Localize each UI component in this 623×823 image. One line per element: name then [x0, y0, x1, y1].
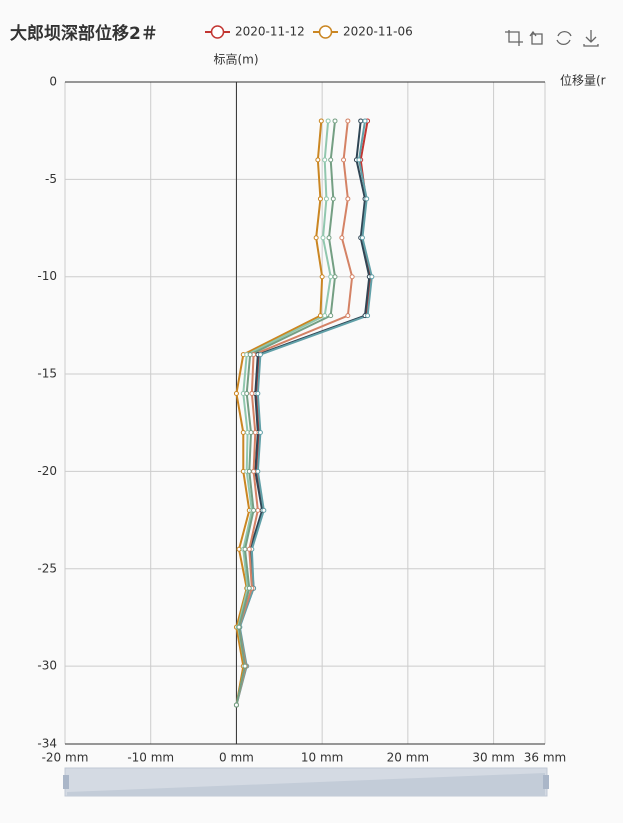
point	[345, 118, 351, 124]
point	[326, 235, 332, 241]
x-tick-label: -20 mm	[42, 751, 89, 765]
point	[317, 196, 323, 202]
point	[325, 118, 331, 124]
point	[233, 702, 239, 708]
point	[249, 391, 255, 397]
point	[328, 157, 334, 163]
series-line	[235, 120, 371, 706]
legend-label: 2020-11-06	[343, 25, 413, 39]
point	[323, 196, 329, 202]
series-line	[235, 120, 373, 706]
point	[236, 624, 242, 630]
point	[318, 118, 324, 124]
point	[330, 196, 336, 202]
x-tick-label: -10 mm	[127, 751, 174, 765]
point	[364, 196, 370, 202]
point	[247, 352, 253, 358]
point	[328, 274, 334, 280]
point	[251, 468, 257, 474]
point	[362, 118, 368, 124]
point	[257, 429, 263, 435]
point	[255, 391, 261, 397]
series-line	[235, 120, 354, 706]
point	[349, 274, 355, 280]
legend-marker	[318, 25, 333, 39]
point	[320, 235, 326, 241]
restore-icon[interactable]	[556, 30, 572, 46]
point	[233, 391, 239, 397]
point	[322, 157, 328, 163]
y-tick-label: -34	[37, 737, 57, 751]
point	[255, 468, 261, 474]
point	[255, 507, 261, 513]
point	[365, 313, 371, 319]
point	[240, 429, 246, 435]
y-tick-label: -15	[37, 367, 57, 381]
point	[322, 313, 328, 319]
x-tick-label: 36 mm	[524, 751, 566, 765]
point	[356, 157, 362, 163]
point	[339, 235, 345, 241]
point	[345, 196, 351, 202]
point	[319, 274, 325, 280]
data-zoom[interactable]	[63, 767, 549, 797]
point	[251, 507, 257, 513]
point	[369, 274, 375, 280]
zoom-handle[interactable]	[543, 775, 549, 789]
zoom-shadow	[67, 773, 545, 796]
x-axis-label: 位移量(r	[560, 73, 606, 88]
y-tick-label: -10	[37, 269, 57, 283]
point	[359, 235, 365, 241]
point	[332, 118, 338, 124]
download-icon[interactable]	[583, 30, 599, 47]
y-axis-label: 标高(m)	[213, 52, 258, 67]
point	[236, 546, 242, 552]
point	[328, 313, 334, 319]
zoom-handle[interactable]	[63, 775, 69, 789]
y-tick-label: -30	[37, 659, 57, 673]
point	[246, 546, 252, 552]
point	[332, 274, 338, 280]
series-line	[235, 120, 332, 706]
point	[345, 313, 351, 319]
point	[242, 663, 248, 669]
legend-label: 2020-11-12	[235, 25, 305, 39]
point	[313, 235, 319, 241]
point	[246, 585, 252, 591]
point	[358, 118, 364, 124]
point	[315, 157, 321, 163]
zoom-icon[interactable]	[505, 30, 523, 46]
point	[244, 391, 250, 397]
legend-marker	[210, 25, 225, 39]
x-tick-label: 30 mm	[472, 751, 514, 765]
y-tick-label: -20	[37, 464, 57, 478]
y-tick-label: 0	[49, 75, 57, 89]
point	[257, 352, 263, 358]
back-icon[interactable]	[529, 30, 543, 45]
y-tick-label: -5	[45, 172, 57, 186]
x-tick-label: 0 mm	[219, 751, 254, 765]
y-tick-label: -25	[37, 561, 57, 575]
chart-title: 大郎坝深部位移2＃	[10, 23, 158, 44]
toolbox[interactable]	[505, 30, 599, 47]
x-tick-label: 20 mm	[387, 751, 429, 765]
point	[341, 157, 347, 163]
point	[261, 507, 267, 513]
series-line	[235, 120, 337, 706]
point	[246, 468, 252, 474]
point	[248, 429, 254, 435]
point	[242, 546, 248, 552]
point	[252, 429, 258, 435]
x-tick-label: 10 mm	[301, 751, 343, 765]
point	[317, 313, 323, 319]
series-line	[235, 120, 324, 706]
